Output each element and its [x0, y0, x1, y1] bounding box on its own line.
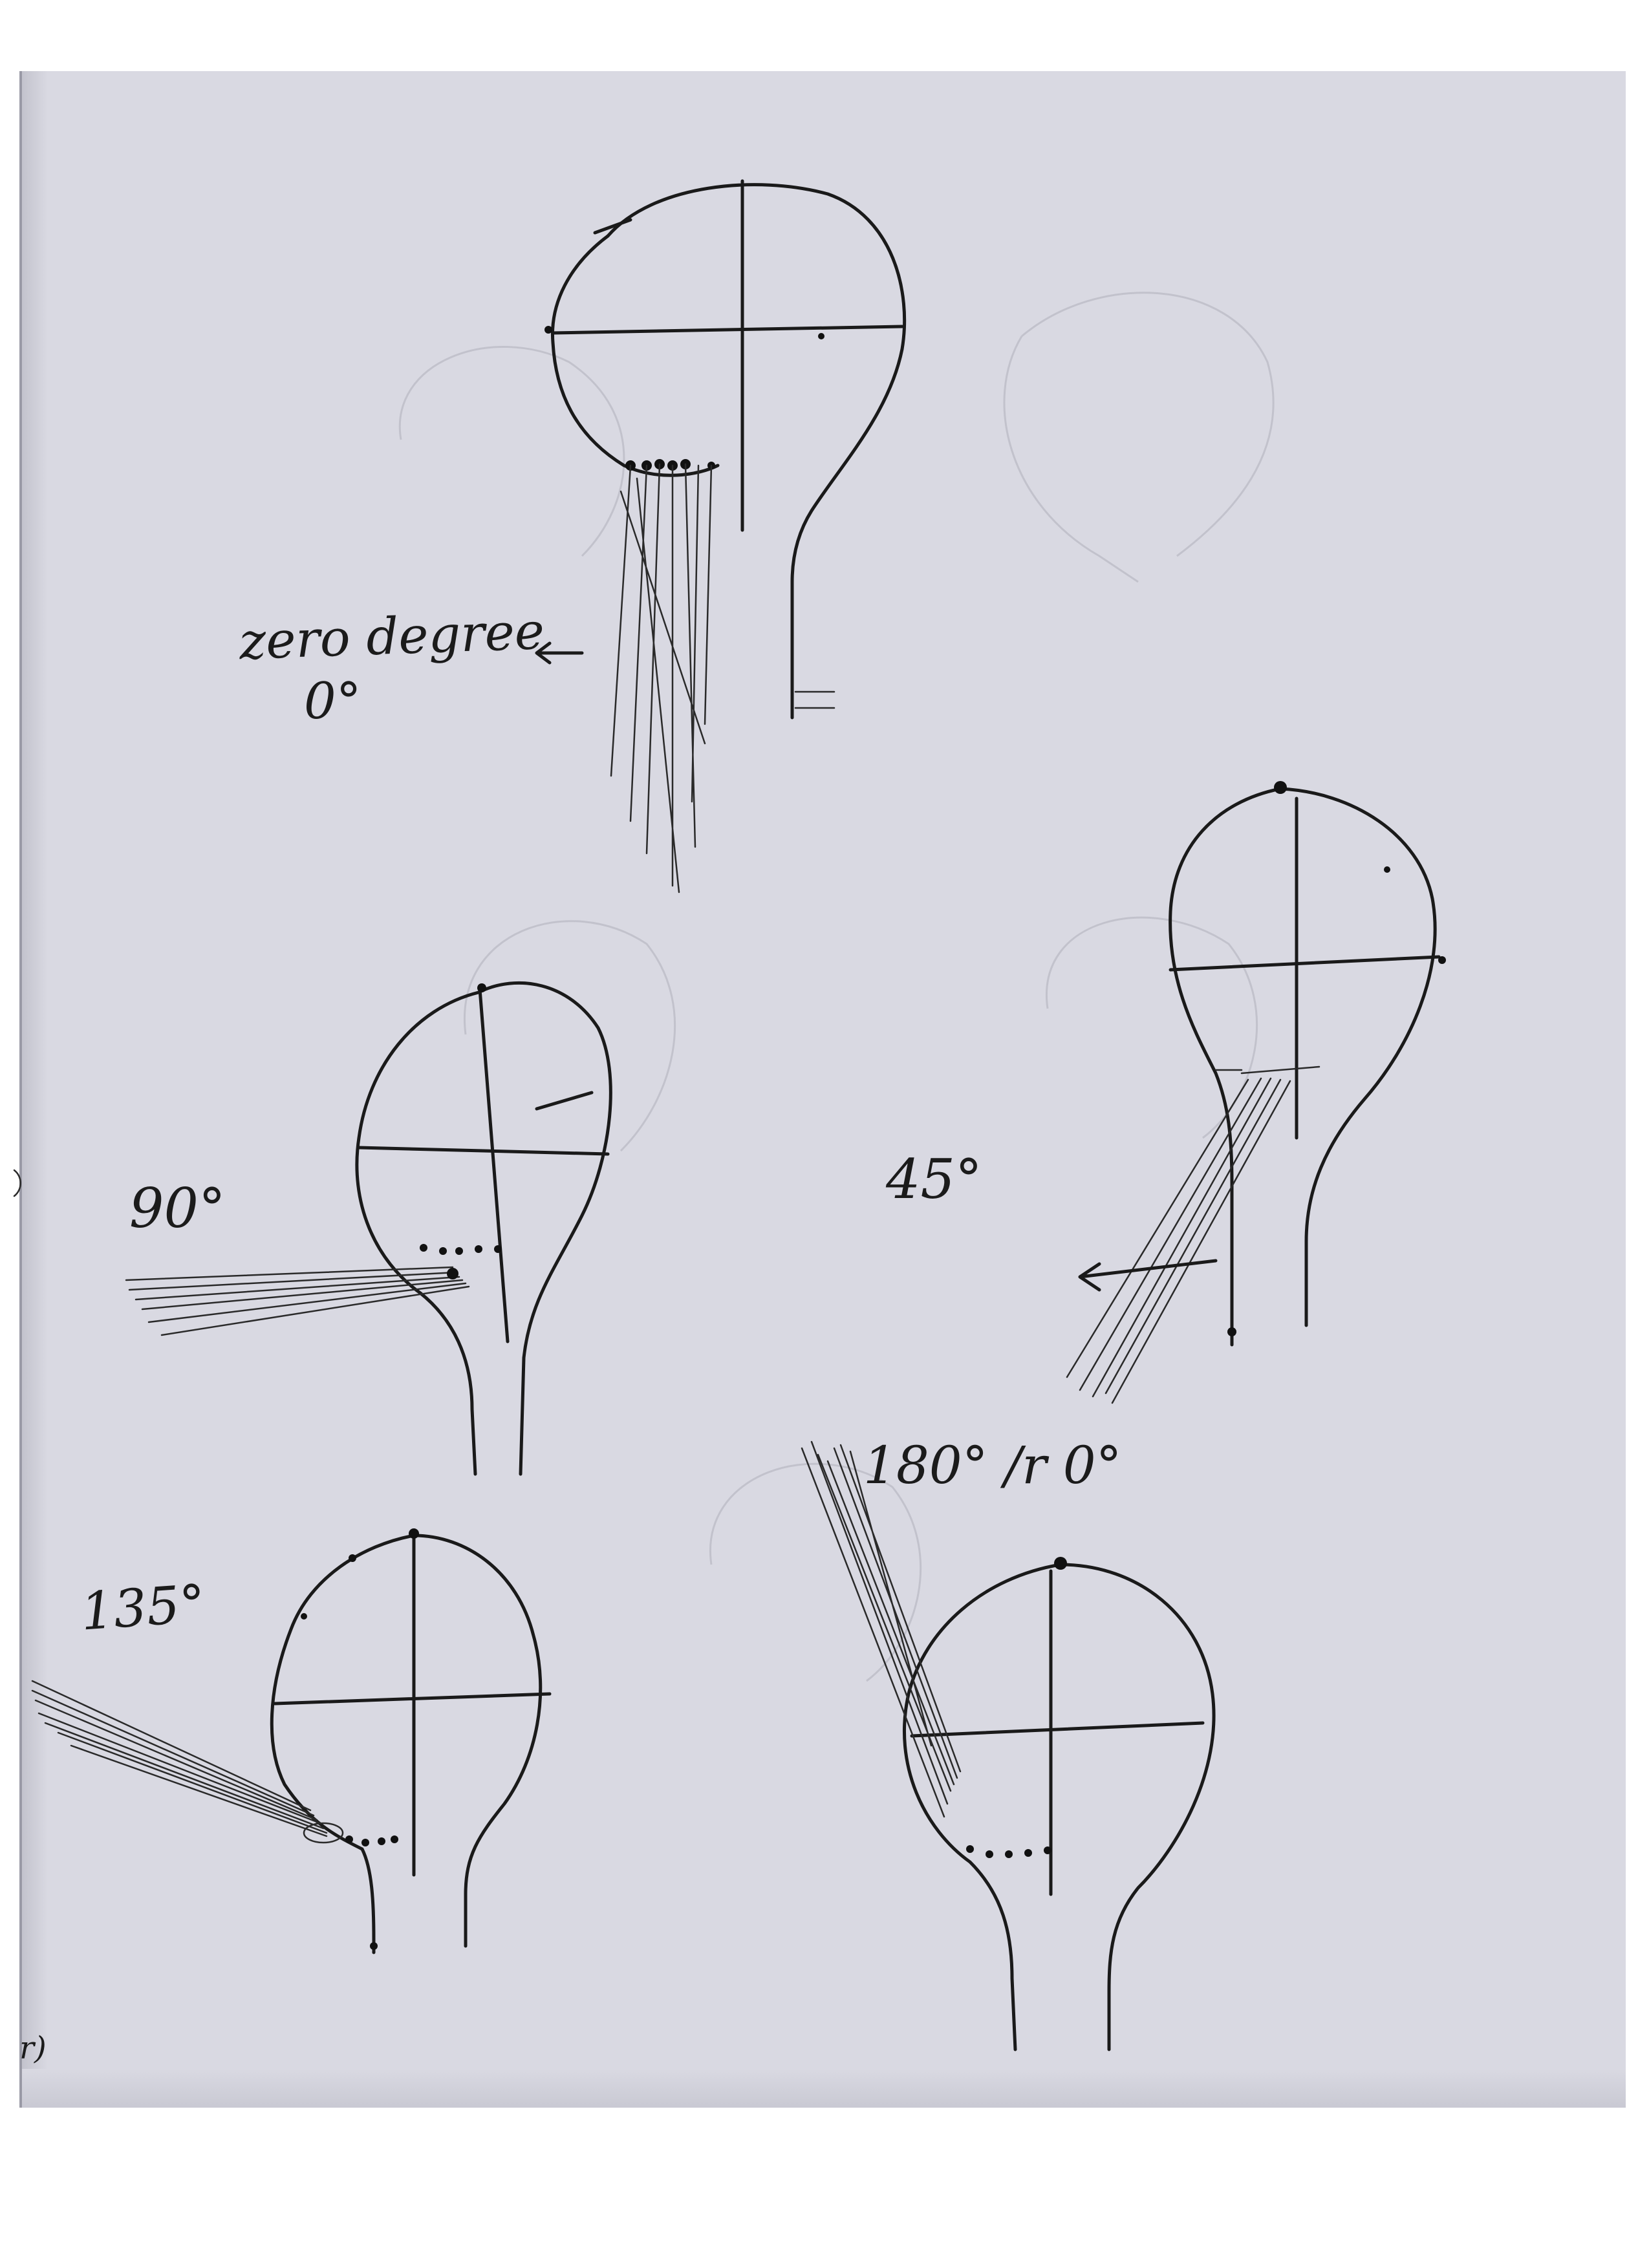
label-zero-degree-title: zero degree — [238, 602, 546, 672]
label-135-degree: 135° — [78, 1573, 208, 1642]
margin-mark: r) — [19, 2030, 47, 2066]
show-through-bulb-1 — [1003, 292, 1275, 583]
bulb-180-degree — [801, 1440, 1216, 2051]
show-through-bulb-3 — [464, 920, 676, 1152]
label-180-degree: 180° /r 0° — [863, 1435, 1122, 1495]
page-spine — [22, 71, 48, 2108]
margin-mark-left — [13, 1169, 21, 1197]
show-through-bulb-2 — [398, 346, 625, 557]
bulb-135-degree — [31, 1528, 552, 1954]
page-bottom-shadow — [22, 2069, 1626, 2108]
label-90-degree: 90° — [129, 1177, 226, 1240]
bulb-zero-degree — [535, 179, 907, 893]
label-45-degree: 45° — [886, 1148, 982, 1211]
bulb-90-degree — [125, 981, 612, 1476]
bulb-45-degree — [1066, 781, 1446, 1404]
notebook-page — [19, 71, 1626, 2108]
show-through-bulb-4 — [1045, 916, 1258, 1139]
label-zero-degree-value: 0° — [304, 672, 361, 731]
